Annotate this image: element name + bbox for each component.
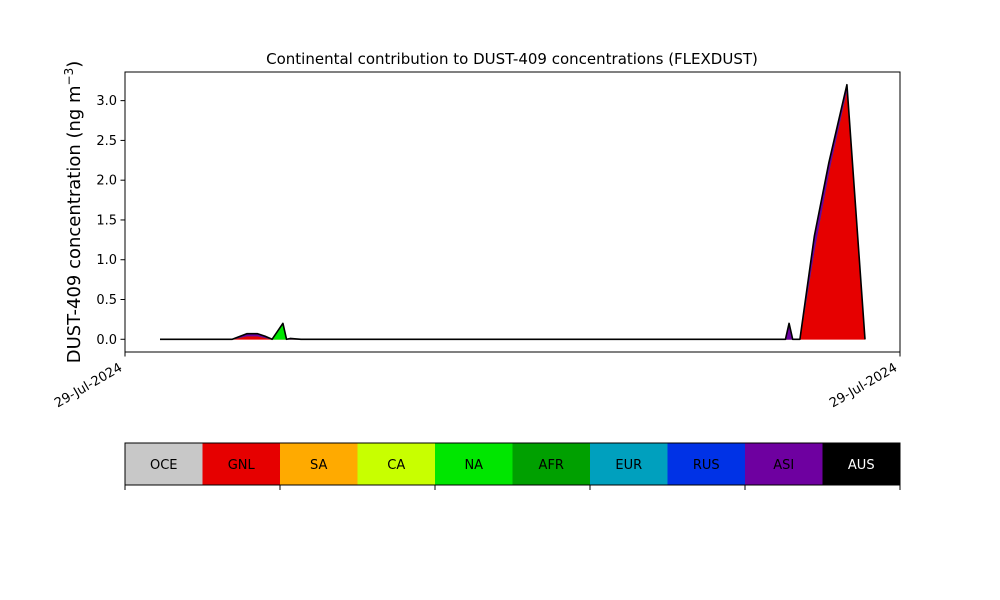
y-tick-label: 0.0: [96, 333, 117, 348]
legend-swatch-ca: [357, 443, 436, 485]
legend-swatch-aus: [822, 443, 901, 485]
y-tick-label: 0.5: [96, 293, 117, 308]
legend-label-sa: SA: [310, 458, 327, 473]
legend-label-gnl: GNL: [228, 458, 256, 473]
legend-swatch-sa: [280, 443, 358, 485]
legend-swatch-na: [435, 443, 513, 485]
plot-frame: [124, 71, 901, 353]
legend-swatch-afr: [512, 443, 591, 485]
legend-label-asi: ASI: [773, 458, 794, 473]
chart-title: Continental contribution to DUST-409 con…: [266, 50, 758, 68]
legend-frame: [124, 442, 901, 486]
legend-label-na: NA: [464, 458, 483, 473]
y-axis-label-close: ): [64, 61, 85, 68]
y-tick-label: 2.5: [96, 134, 117, 149]
legend-label-rus: RUS: [693, 458, 720, 473]
legend-label-ca: CA: [387, 458, 405, 473]
legend-label-eur: EUR: [615, 458, 642, 473]
total-concentration-line: [160, 83, 866, 341]
y-axis-label-unit-sup: −3: [62, 68, 76, 86]
legend-label-oce: OCE: [150, 458, 178, 473]
y-tick-label: 3.0: [96, 94, 117, 109]
legend-swatch-rus: [667, 443, 746, 485]
y-tick-label: 1.0: [96, 253, 117, 268]
legend-swatch-oce: [125, 443, 203, 485]
y-axis-label-text: DUST-409 concentration (ng m: [64, 85, 85, 363]
legend-label-afr: AFR: [539, 458, 564, 473]
y-tick-label: 1.5: [96, 213, 117, 228]
legend-swatch-asi: [745, 443, 823, 485]
y-tick-label: 2.0: [96, 174, 117, 189]
color-legend: OCE GNL SA CA NA AFR EUR RUS ASI AUS: [124, 442, 901, 490]
legend-swatch-gnl: [202, 443, 281, 485]
y-axis-label: DUST-409 concentration (ng m−3): [62, 61, 85, 364]
legend-swatch-eur: [590, 443, 668, 485]
legend-label-aus: AUS: [848, 458, 875, 473]
